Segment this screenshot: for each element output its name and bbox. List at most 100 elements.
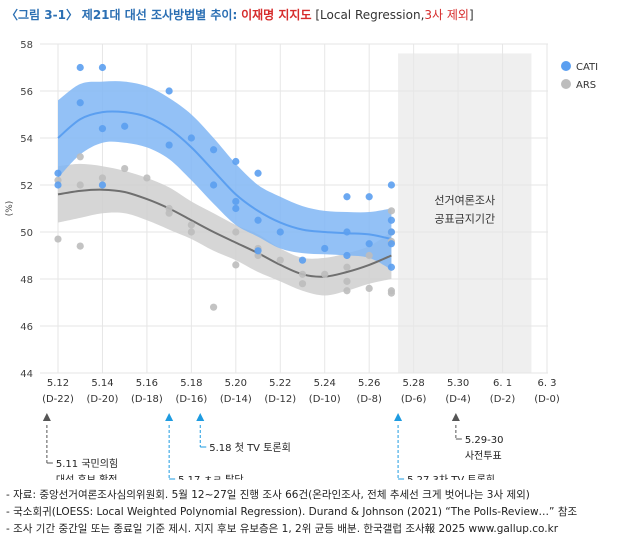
event-label: 사전투표 <box>465 450 502 462</box>
y-axis-label: (%) <box>5 201 15 217</box>
note-source: - 자료: 중앙선거여론조사심의위원회. 5월 12~27일 진행 조사 66건… <box>6 489 530 501</box>
data-point-cati <box>121 122 129 130</box>
method-exclusion: 3사 제외 <box>424 8 469 22</box>
x-tick-dday: (D-6) <box>401 394 427 405</box>
data-point-cati <box>254 247 262 255</box>
data-point-ars <box>387 289 396 297</box>
confidence-band-cati <box>58 81 392 270</box>
x-tick-dday: (D-18) <box>131 394 163 405</box>
legend-marker-cati <box>561 61 571 71</box>
x-tick-date: 5.22 <box>269 378 291 389</box>
x-tick-date: 5.26 <box>358 378 380 389</box>
trend-line-cati <box>57 110 392 240</box>
data-point-cati <box>321 244 329 253</box>
data-point-cati <box>76 63 84 72</box>
data-point-ars <box>143 174 151 182</box>
title-main: 제21대 대선 조사방법별 추이: <box>81 8 238 22</box>
blackout-region <box>398 53 532 374</box>
event-label: 5.11 국민의힘 <box>56 458 118 470</box>
chart-title: 〈그림 3-1〉 제21대 대선 조사방법별 추이: 이재명 지지도 [Loca… <box>6 6 474 23</box>
data-point-cati <box>387 240 396 248</box>
data-point-ars <box>76 242 84 250</box>
event-marker-triangle <box>165 413 174 421</box>
source-notes: - 자료: 중앙선거여론조사심의위원회. 5월 12~27일 진행 조사 66건… <box>6 487 577 538</box>
data-point-ars <box>187 221 195 229</box>
x-tick-dday: (D-16) <box>175 394 207 405</box>
data-point-cati <box>232 204 240 213</box>
x-tick-dday: (D-22) <box>42 394 74 405</box>
data-point-ars <box>76 153 84 161</box>
data-point-cati <box>187 134 195 142</box>
data-point-ars <box>365 251 373 260</box>
data-point-cati <box>254 216 262 224</box>
data-point-ars <box>76 181 84 189</box>
data-point-cati <box>98 125 107 133</box>
x-tick-dday: (D-12) <box>264 394 296 405</box>
event-label: 5.27 3차 TV 토론회 <box>407 474 495 480</box>
data-point-cati <box>365 240 373 248</box>
data-point-ars <box>121 164 129 173</box>
x-tick-date: 5.12 <box>47 378 69 389</box>
y-tick-label: 52 <box>20 181 33 192</box>
event-label: 5.17 ㅊㄹ 탈당 <box>178 473 243 480</box>
data-point-ars <box>187 228 195 236</box>
data-point-cati <box>365 193 373 201</box>
figure-number: 〈그림 3-1〉 <box>6 8 78 22</box>
event-label: 대선 후보 확정 <box>56 474 118 480</box>
event-label: 5.18 첫 TV 토론회 <box>209 442 291 454</box>
data-point-cati <box>76 99 84 107</box>
x-tick-date: 5.14 <box>91 378 113 389</box>
event-marker-triangle <box>451 413 460 421</box>
x-tick-date: 6. 3 <box>537 378 556 389</box>
y-tick-label: 56 <box>20 87 33 98</box>
data-point-ars <box>165 209 173 217</box>
data-point-ars <box>298 270 307 278</box>
data-point-ars <box>276 256 284 264</box>
blackout-label-2: 공표금지기간 <box>434 213 495 226</box>
data-point-cati <box>54 169 62 177</box>
data-point-cati <box>298 256 307 264</box>
x-tick-dday: (D-8) <box>356 394 382 405</box>
data-point-ars <box>209 303 218 311</box>
event-marker-triangle <box>42 413 51 421</box>
data-point-cati <box>165 87 173 95</box>
x-tick-date: 5.24 <box>314 378 336 389</box>
x-tick-dday: (D-14) <box>220 394 252 405</box>
method-open: [Local Regression, <box>315 8 425 22</box>
y-tick-label: 58 <box>20 40 33 51</box>
data-point-cati <box>343 251 351 260</box>
chart-svg: 44 46 48 50 52 54 56 58 5.12 (D-22) 5.14 (D-20) 5.16… <box>5 40 598 480</box>
y-tick-label: 50 <box>20 228 33 239</box>
method-close: ] <box>468 8 474 22</box>
note-method: - 국소회귀(LOESS: Local Weighted Polynomial … <box>6 506 578 518</box>
data-point-ars <box>232 261 240 269</box>
data-point-ars <box>343 287 351 295</box>
event-marker-triangle <box>196 413 205 421</box>
y-tick-label: 46 <box>20 322 33 333</box>
legend-marker-ars <box>561 79 571 89</box>
x-tick-date: 5.30 <box>447 378 469 389</box>
x-tick-dday: (D-2) <box>490 394 516 405</box>
data-point-cati <box>387 216 396 224</box>
x-tick-date: 5.16 <box>136 378 158 389</box>
data-point-ars <box>343 277 351 285</box>
x-tick-dday: (D-0) <box>534 394 560 405</box>
data-point-cati <box>54 181 62 189</box>
y-tick-label: 54 <box>20 134 33 145</box>
data-point-cati <box>254 169 262 177</box>
data-point-cati <box>209 146 218 154</box>
data-point-cati <box>276 228 284 236</box>
data-point-cati <box>98 63 107 72</box>
x-tick-date: 6. 1 <box>493 378 512 389</box>
event-label: 5.29-30 <box>465 435 504 446</box>
blackout-label-1: 선거여론조사 <box>434 194 495 207</box>
data-point-ars <box>232 228 240 236</box>
y-tick-label: 48 <box>20 275 33 286</box>
data-point-cati <box>387 263 396 271</box>
data-point-cati <box>209 181 218 189</box>
data-point-ars <box>98 174 107 182</box>
note-basis: - 조사 기간 중간일 또는 종료일 기준 제시. 지지 후보 유보층은 1, … <box>6 523 559 535</box>
x-tick-dday: (D-10) <box>309 394 341 405</box>
event-marker-triangle <box>394 413 403 421</box>
